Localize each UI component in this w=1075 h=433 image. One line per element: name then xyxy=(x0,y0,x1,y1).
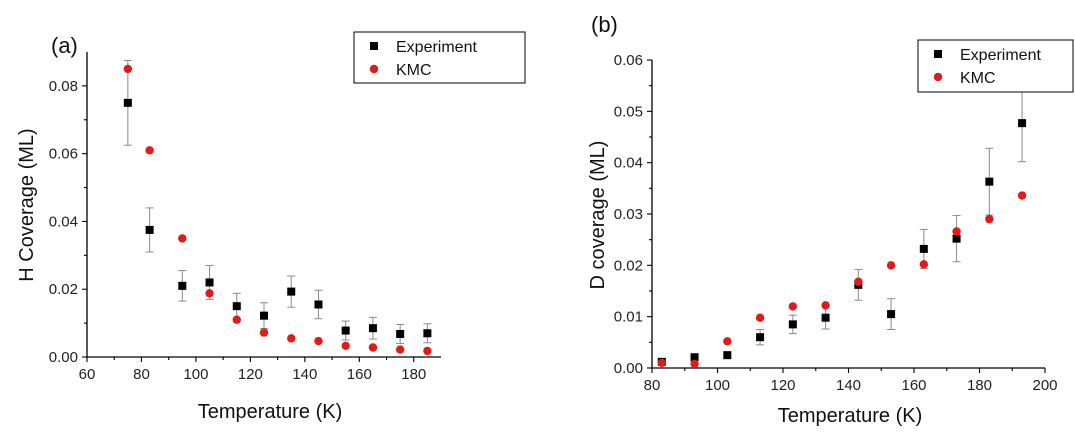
legend-box xyxy=(917,39,1074,93)
x-tick-label: 180 xyxy=(401,366,426,383)
y-tick-label: 0.00 xyxy=(49,349,78,366)
x-tick-label: 200 xyxy=(1032,377,1057,394)
experiment-point xyxy=(887,310,896,319)
kmc-point xyxy=(985,214,994,224)
kmc-point xyxy=(821,301,830,310)
legend-marker-kmc xyxy=(369,64,379,74)
kmc-point xyxy=(145,146,154,155)
experiment-point xyxy=(952,234,961,243)
legend-marker-kmc xyxy=(933,72,943,82)
kmc-point xyxy=(368,343,378,352)
x-tick-label: 120 xyxy=(238,366,263,383)
experiment-point xyxy=(985,177,994,186)
y-tick-label: 0.01 xyxy=(614,309,643,326)
kmc-point xyxy=(952,227,961,236)
x-tick-label: 180 xyxy=(967,377,992,394)
legend-label: Experiment xyxy=(396,39,477,56)
series-experiment xyxy=(657,84,1027,366)
legend-label: KMC xyxy=(396,62,432,79)
x-tick-label: 160 xyxy=(347,366,372,383)
experiment-point xyxy=(205,278,214,287)
x-tick-label: 140 xyxy=(292,366,317,383)
kmc-point xyxy=(395,345,405,354)
y-tick-label: 0.04 xyxy=(49,213,78,230)
y-tick-label: 0.06 xyxy=(49,146,78,163)
series-kmc xyxy=(123,64,432,356)
kmc-point xyxy=(423,346,432,356)
legend-marker-experiment xyxy=(370,42,378,50)
kmc-point xyxy=(287,334,296,343)
experiment-point xyxy=(821,313,830,322)
experiment-point xyxy=(287,287,296,296)
legend: Experiment KMC xyxy=(917,39,1074,93)
experiment-point xyxy=(690,353,699,362)
kmc-point xyxy=(919,260,929,269)
kmc-point xyxy=(854,277,863,286)
y-tick-label: 0.08 xyxy=(49,78,78,95)
y-tick-label: 0.02 xyxy=(614,257,643,274)
legend-label: Experiment xyxy=(960,47,1041,64)
legend-box xyxy=(353,31,526,84)
x-tick-label: 160 xyxy=(901,377,926,394)
panel-label: (a) xyxy=(51,33,78,58)
x-tick-label: 80 xyxy=(133,366,150,383)
experiment-point xyxy=(1018,119,1027,128)
x-tick-label: 100 xyxy=(705,377,730,394)
x-tick-label: 60 xyxy=(79,366,96,383)
kmc-point xyxy=(657,358,667,368)
chart-panel-b: 80 100 120 140 160 180 200 0.00 0.01 0.02 0.03 0.04… xyxy=(587,12,1074,427)
x-axis-title: Temperature (K) xyxy=(778,405,923,427)
experiment-point xyxy=(178,281,187,290)
experiment-point xyxy=(314,300,323,309)
x-axis-title: Temperature (K) xyxy=(198,401,343,423)
legend-marker-experiment xyxy=(934,50,942,58)
experiment-point xyxy=(396,329,405,338)
experiment-point xyxy=(788,320,797,329)
y-tick-label: 0.03 xyxy=(614,206,643,223)
experiment-point xyxy=(368,324,377,333)
experiment-point xyxy=(145,225,154,234)
experiment-point xyxy=(123,98,132,107)
kmc-point xyxy=(341,341,350,351)
kmc-point xyxy=(755,313,765,322)
experiment-point xyxy=(723,351,732,360)
kmc-point xyxy=(723,337,732,346)
y-tick-label: 0.02 xyxy=(49,281,78,298)
kmc-point xyxy=(178,234,187,243)
experiment-point xyxy=(260,311,268,320)
y-tick-label: 0.05 xyxy=(614,103,643,120)
experiment-point xyxy=(919,244,928,253)
kmc-point xyxy=(1017,191,1027,200)
kmc-point xyxy=(788,302,798,311)
x-tick-label: 80 xyxy=(644,377,661,394)
kmc-point xyxy=(690,359,699,369)
legend: Experiment KMC xyxy=(353,31,526,84)
kmc-point xyxy=(886,261,896,270)
x-tick-label: 120 xyxy=(770,377,795,394)
kmc-point xyxy=(259,328,269,337)
experiment-point xyxy=(423,329,432,338)
kmc-point xyxy=(123,64,133,74)
y-tick-label: 0.00 xyxy=(614,360,643,377)
x-tick-label: 140 xyxy=(836,377,861,394)
experiment-point xyxy=(341,326,350,335)
kmc-point xyxy=(314,336,323,346)
kmc-point xyxy=(232,315,241,324)
x-tick-label: 100 xyxy=(183,366,208,383)
y-tick-label: 0.06 xyxy=(614,52,643,69)
y-axis-title: H Coverage (ML) xyxy=(16,128,38,281)
y-axis-title: D coverage (ML) xyxy=(587,141,609,290)
kmc-point xyxy=(205,289,214,298)
y-tick-label: 0.04 xyxy=(614,155,643,172)
panel-label: (b) xyxy=(591,12,618,37)
series-kmc xyxy=(657,191,1027,369)
series-experiment xyxy=(123,59,432,344)
chart-panel-a: 60 80 100 120 140 160 180 0.00 0.02 0.04 0.06 0.08 T… xyxy=(16,31,526,423)
legend-label: KMC xyxy=(960,70,996,87)
experiment-point xyxy=(756,333,765,342)
experiment-point xyxy=(232,302,241,311)
